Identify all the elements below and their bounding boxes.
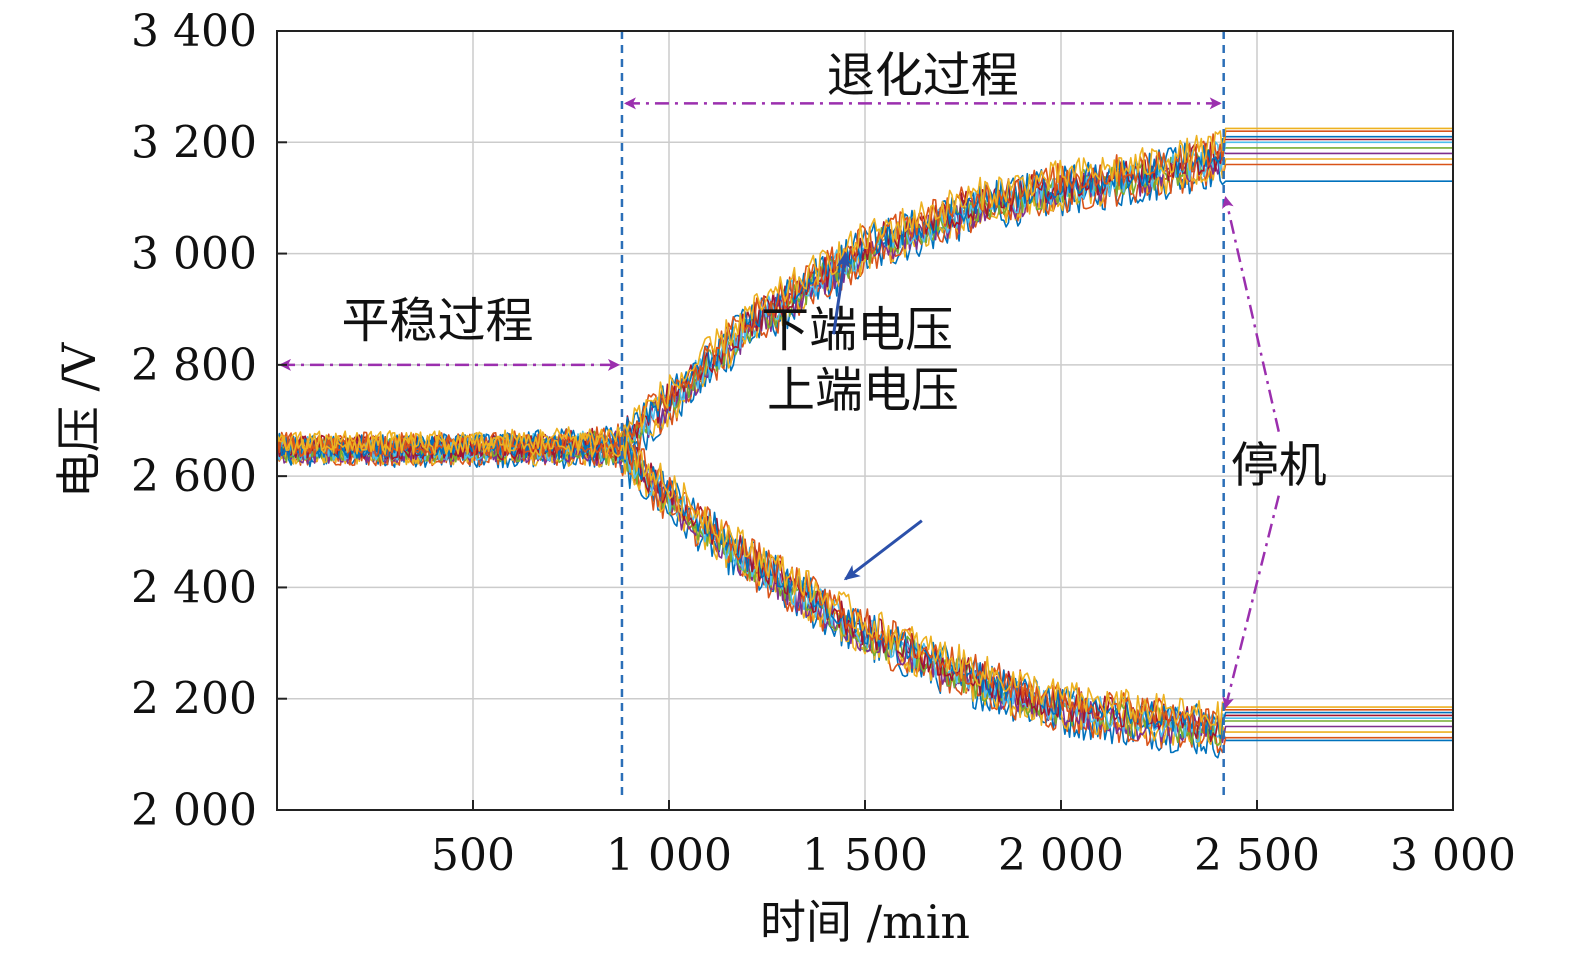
y-tick-label: 2 600 [131, 451, 257, 502]
stable-region-label: 平稳过程 [341, 293, 533, 349]
y-tick-label: 3 200 [131, 117, 257, 168]
y-tick-label: 3 000 [131, 229, 257, 280]
y-tick-label: 2 800 [131, 340, 257, 391]
lower-curve-annotation: 上端电压 [767, 363, 959, 419]
degrade-region-label: 退化过程 [827, 47, 1019, 103]
y-tick-label: 2 400 [131, 562, 257, 613]
y-tick-label: 2 000 [131, 785, 257, 836]
stop-arrow-lower [1222, 495, 1280, 710]
stop-arrow-upper [1222, 195, 1280, 432]
x-tick-label: 2 500 [1194, 830, 1320, 881]
lower-curve-arrow [843, 519, 923, 581]
y-tick-label: 2 200 [131, 674, 257, 725]
x-tick-label: 2 000 [998, 830, 1124, 881]
x-tick-label: 500 [431, 830, 515, 881]
x-axis-label: 时间 /min [760, 895, 970, 949]
upper-curve-arrow [832, 251, 851, 335]
y-axis-label: 电压 /V [52, 342, 106, 498]
y-tick-label: 3 400 [131, 6, 257, 57]
x-tick-label: 1 500 [802, 830, 928, 881]
x-tick-label: 1 000 [606, 830, 732, 881]
stop-label: 停机 [1231, 438, 1327, 494]
upper-curve-annotation: 下端电压 [761, 302, 953, 358]
phase-boundaries [620, 31, 1225, 800]
series-line-lower [276, 430, 1453, 735]
series-group [276, 127, 1453, 759]
series-line-upper [276, 127, 1453, 456]
x-tick-label: 3 000 [1390, 830, 1516, 881]
tick-labels: 500 1 000 1 500 2 000 2 500 3 000 2 000 2 200 2 … [131, 6, 1516, 881]
